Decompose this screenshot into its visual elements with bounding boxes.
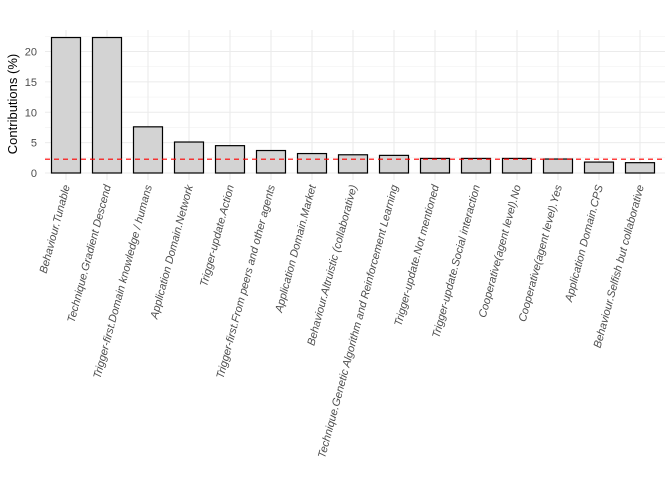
bar <box>378 154 410 174</box>
y-tick-label: 5 <box>31 138 37 150</box>
bar <box>542 158 574 174</box>
bar <box>255 149 287 174</box>
bar <box>173 141 205 174</box>
y-tick-label: 10 <box>25 107 37 119</box>
x-tick-label: Cooperative(agent level).No <box>477 184 524 319</box>
y-tick-label: 20 <box>25 47 37 59</box>
x-tick-label: Trigger-update.Social interaction <box>430 184 482 340</box>
y-axis-title: Contributions (%) <box>5 54 20 154</box>
x-tick-label: Cooperative(agent level).Yes <box>517 183 565 323</box>
bars <box>50 36 656 174</box>
bar <box>337 154 369 174</box>
bar <box>296 152 328 174</box>
x-tick-label: Application Domain.CPS <box>563 183 606 304</box>
bar <box>50 36 82 174</box>
bar <box>419 157 451 174</box>
bar <box>460 157 492 174</box>
y-tick-label: 0 <box>31 168 37 180</box>
x-tick-label: Technique.Gradient Descend <box>66 183 115 324</box>
x-tick-label: Trigger-update.Not mentioned <box>393 183 443 328</box>
bar <box>501 157 533 174</box>
y-axis-ticks: 0 5 10 15 20 <box>25 47 37 181</box>
x-tick-label: Behaviour.Tunable <box>38 184 73 275</box>
x-tick-label: Application Domain.Network <box>148 183 196 321</box>
x-tick-label: Technique.Genetic Algorithm and Reinforc… <box>316 183 401 460</box>
bar <box>624 162 656 174</box>
bar <box>583 161 615 174</box>
bar <box>91 36 123 174</box>
x-tick-label: Application Domain.Market <box>273 183 319 315</box>
y-tick-label: 15 <box>25 77 37 89</box>
x-tick-label: Trigger-update.Action <box>198 184 237 288</box>
bar <box>132 126 164 174</box>
